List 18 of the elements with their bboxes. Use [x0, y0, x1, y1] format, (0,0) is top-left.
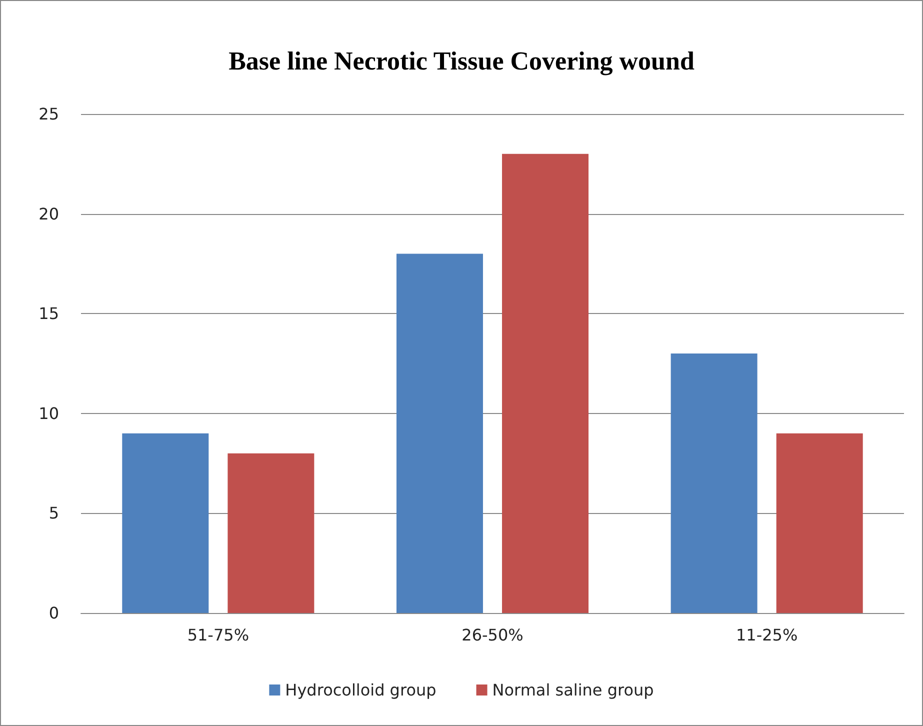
bar [670, 354, 758, 613]
y-tick-label: 0 [48, 604, 59, 622]
y-tick-label: 10 [38, 404, 59, 423]
y-tick-label: 5 [48, 504, 59, 523]
x-tick-label: 51-75% [187, 626, 250, 644]
legend-label: Normal saline group [492, 680, 654, 700]
chart-title: Base line Necrotic Tissue Covering wound [228, 46, 695, 76]
bar [396, 254, 483, 613]
y-tick-label: 20 [38, 204, 59, 224]
y-tick-label: 25 [38, 104, 59, 124]
legend-label: Hydrocolloid group [285, 680, 436, 700]
y-tick-label: 15 [38, 304, 59, 324]
bar [228, 453, 314, 613]
x-tick-label: 26-50% [462, 626, 524, 644]
x-tick-label: 11-25% [736, 626, 798, 644]
bar [502, 154, 589, 613]
bar [122, 433, 209, 613]
bar [776, 433, 863, 613]
